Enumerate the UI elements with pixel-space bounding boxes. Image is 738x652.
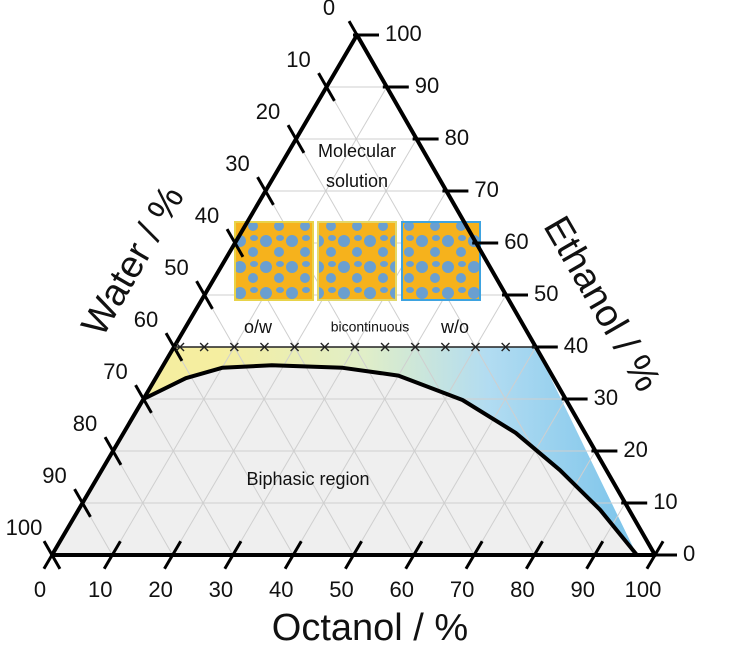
region-label: solution [326,171,388,191]
x-tick-label: 80 [510,577,534,602]
region-label: o/w [244,317,273,337]
x-tick-label: 20 [148,577,172,602]
x-tick-label: 30 [209,577,233,602]
left-tick-label: 70 [103,359,127,384]
biphasic-region [52,365,655,555]
x-tick-label: 90 [570,577,594,602]
right-tick-label: 70 [474,177,498,202]
grid-line [112,450,174,556]
grid-line [143,398,234,556]
sample-point [350,342,360,352]
right-tick-label: 100 [385,21,422,46]
x-tick-label: 70 [450,577,474,602]
left-tick-label: 100 [6,515,43,540]
right-tick-label: 80 [445,125,469,150]
triangle-border [50,33,657,557]
x-tick-label: 0 [34,577,46,602]
sample-point [380,342,390,352]
left-tick-label: 50 [164,255,188,280]
left-tick-label: 10 [286,47,310,72]
right-tick-label: 90 [415,73,439,98]
grid-line [111,86,388,556]
left-tick-label: 30 [225,151,249,176]
right-tick-label: 40 [564,333,588,358]
grid-line [204,294,354,556]
grid-line [173,346,294,556]
sample-point [410,342,420,352]
binodal-curve [142,363,639,557]
sample-point [440,342,450,352]
x-tick-label: 50 [329,577,353,602]
grid-line [353,294,507,556]
right-tick-label: 50 [534,281,558,306]
micrograph [234,221,314,301]
right-tick-label: 10 [653,489,677,514]
left-tick-label: 80 [73,411,97,436]
micrograph [401,221,481,301]
sample-point [199,342,209,352]
micrograph [317,221,397,301]
region-label: w/o [440,317,469,337]
sample-point [175,342,185,352]
x-tick-label: 40 [269,577,293,602]
x-tick-label: 60 [390,577,414,602]
left-tick-label: 0 [323,0,335,20]
region-label: bicontinuous [331,319,410,335]
x-axis-title: Octanol / % [272,607,468,649]
left-tick-label: 20 [256,99,280,124]
sample-point [320,342,330,352]
left-tick-label: 40 [195,203,219,228]
x-tick-label: 100 [625,577,662,602]
region-label: Biphasic region [246,469,369,489]
left-tick-label: 90 [42,463,66,488]
right-tick-label: 30 [594,385,618,410]
sample-point [471,342,480,352]
sample-point [259,342,269,352]
grid-line [326,86,596,556]
left-tick-label: 60 [134,307,158,332]
sample-point [229,342,239,352]
right-tick-label: 60 [504,229,528,254]
grid-line [473,398,567,556]
region-label: Molecular [318,141,396,161]
x-tick-label: 10 [88,577,112,602]
right-tick-label: 20 [623,437,647,462]
sample-point [290,342,300,352]
sample-point [501,342,511,352]
microstructures [234,221,481,301]
right-tick-label: 0 [683,541,695,566]
